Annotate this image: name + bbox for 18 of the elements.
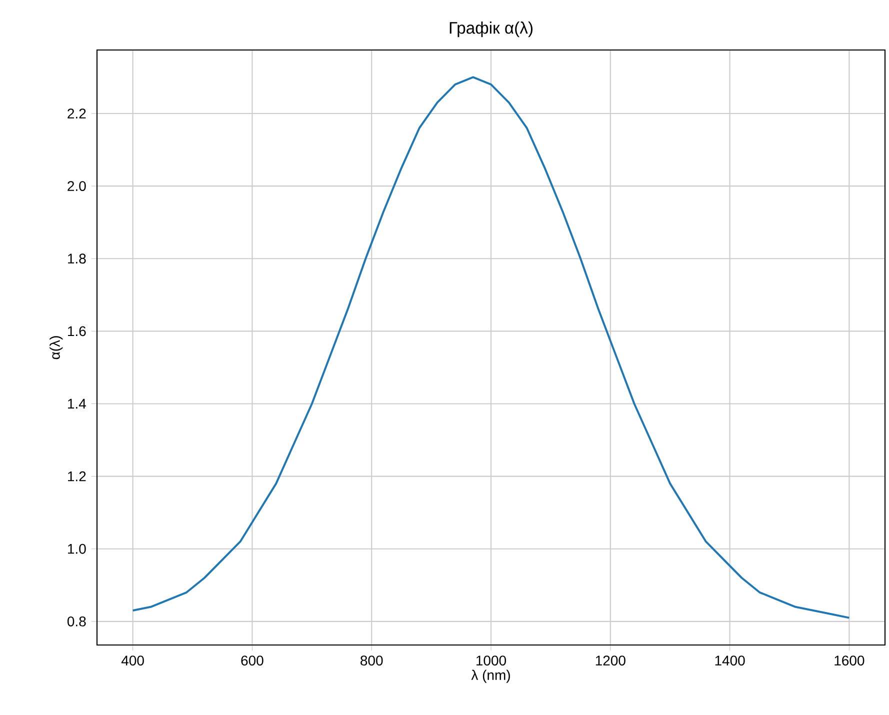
y-tick-label: 1.6 [68, 326, 86, 336]
y-tick-label: 2.0 [68, 181, 86, 192]
x-axis-title: λ (nm) [471, 670, 510, 683]
y-tick-label: 1.2 [68, 471, 86, 482]
chart-title: Графік α(λ) [450, 22, 532, 38]
x-tick-label: 400 [121, 656, 144, 666]
y-axis-title: α(λ) [50, 336, 63, 360]
y-tick-label: 1.4 [68, 398, 86, 409]
x-tick-label: 1600 [834, 656, 864, 666]
y-tick-label: 2.2 [68, 108, 86, 118]
x-tick-label: 1200 [596, 656, 626, 666]
y-tick-label: 1.0 [68, 544, 86, 554]
y-tick-label: 0.8 [67, 616, 86, 626]
x-tick-label: 1400 [715, 656, 745, 666]
y-tick-label: 1.8 [68, 254, 86, 264]
x-tick-label: 600 [241, 656, 264, 666]
x-tick-label: 1000 [476, 656, 506, 666]
x-tick-label: 800 [360, 656, 383, 666]
